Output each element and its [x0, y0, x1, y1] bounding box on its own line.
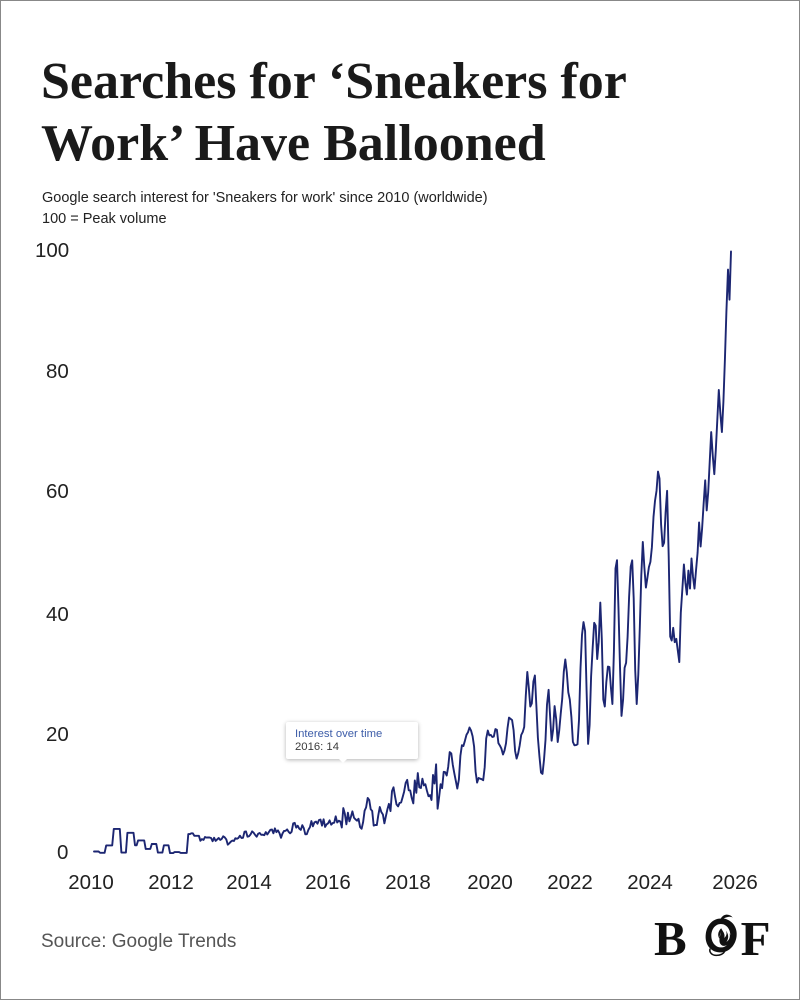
svg-text:2012: 2012	[148, 871, 194, 894]
svg-text:2020: 2020	[467, 871, 513, 894]
svg-text:2026: 2026	[712, 871, 758, 894]
svg-text:2024: 2024	[627, 871, 673, 894]
svg-text:2018: 2018	[385, 871, 431, 894]
svg-text:40: 40	[46, 603, 69, 626]
svg-text:2010: 2010	[68, 871, 114, 894]
svg-text:2016: 2016	[305, 871, 351, 894]
svg-text:0: 0	[57, 841, 68, 864]
svg-text:2014: 2014	[226, 871, 272, 894]
svg-text:2022: 2022	[547, 871, 593, 894]
svg-text:60: 60	[46, 480, 69, 503]
svg-text:100: 100	[35, 239, 69, 262]
svg-text:F: F	[741, 911, 771, 966]
svg-text:20: 20	[46, 723, 69, 746]
svg-text:80: 80	[46, 360, 69, 383]
svg-text:B: B	[654, 911, 687, 966]
